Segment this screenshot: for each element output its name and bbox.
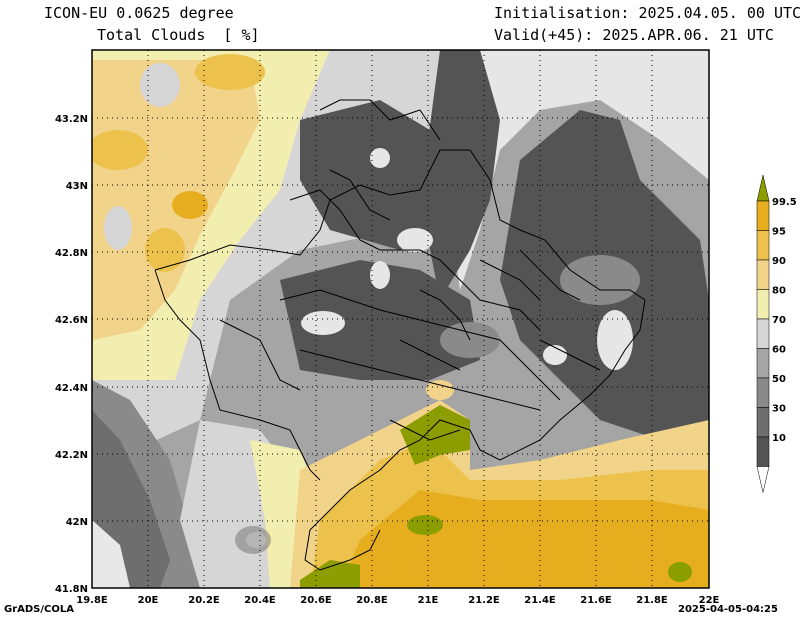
- cloud-field: [92, 50, 709, 588]
- legend-label: 30: [772, 404, 786, 415]
- legend-label: 60: [772, 345, 786, 356]
- legend-label: 10: [772, 433, 786, 444]
- legend-color-box: [756, 289, 770, 320]
- longitude-label: 20.2E: [188, 595, 220, 606]
- longitude-label: 21.8E: [636, 595, 668, 606]
- legend-min-triangle: [756, 466, 770, 493]
- legend-color-box: [756, 407, 770, 438]
- longitude-label: 19.8E: [76, 595, 108, 606]
- initialisation-text: Initialisation: 2025.04.05. 00 UTC: [494, 4, 800, 22]
- longitude-label: 20.6E: [300, 595, 332, 606]
- longitude-label: 22E: [699, 595, 720, 606]
- field-title: Total Clouds [ %]: [97, 26, 260, 44]
- legend-label: 99.5: [772, 197, 797, 208]
- legend-label: 50: [772, 374, 786, 385]
- latitude-label: 41.8N: [55, 584, 88, 595]
- latitude-label: 42.8N: [55, 248, 88, 259]
- legend-color-box: [756, 436, 770, 467]
- legend-label: 90: [772, 256, 786, 267]
- longitude-label: 20.4E: [244, 595, 276, 606]
- longitude-label: 20.8E: [356, 595, 388, 606]
- longitude-label: 21.6E: [580, 595, 612, 606]
- legend-label: 70: [772, 315, 786, 326]
- latitude-label: 42N: [66, 517, 88, 528]
- border-lines: [154, 99, 646, 571]
- latitude-label: 43.2N: [55, 114, 88, 125]
- render-timestamp: 2025-04-05-04:25: [678, 604, 778, 615]
- latitude-labels: 43.2N 43N 42.8N 42.6N 42.4N 42.2N 42N 41.8N: [55, 114, 88, 595]
- longitude-label: 21E: [418, 595, 439, 606]
- legend-max-triangle: [756, 174, 770, 202]
- legend-color-box: [756, 259, 770, 290]
- longitude-label: 20E: [138, 595, 159, 606]
- latitude-label: 43N: [66, 181, 88, 192]
- legend-color-box: [756, 200, 770, 231]
- longitude-labels: 19.8E 20E 20.2E 20.4E 20.6E 20.8E 21E 21.2E 21.4…: [76, 595, 719, 606]
- color-legend: 99.5 95 90 80 70 60 50 30 10: [756, 174, 797, 493]
- plot-frame: [91, 49, 710, 589]
- latitude-label: 42.4N: [55, 383, 88, 394]
- legend-label: 95: [772, 227, 786, 238]
- longitude-label: 21.4E: [524, 595, 556, 606]
- legend-color-box: [756, 318, 770, 349]
- longitude-label: 21.2E: [468, 595, 500, 606]
- latitude-label: 42.6N: [55, 315, 88, 326]
- model-title: ICON-EU 0.0625 degree: [44, 4, 234, 22]
- legend-color-box: [756, 230, 770, 261]
- legend-color-box: [756, 348, 770, 379]
- valid-time-text: Valid(+45): 2025.APR.06. 21 UTC: [494, 26, 774, 44]
- legend-color-box: [756, 377, 770, 408]
- grads-credit: GrADS/COLA: [4, 604, 74, 615]
- latitude-label: 42.2N: [55, 450, 88, 461]
- legend-label: 80: [772, 286, 786, 297]
